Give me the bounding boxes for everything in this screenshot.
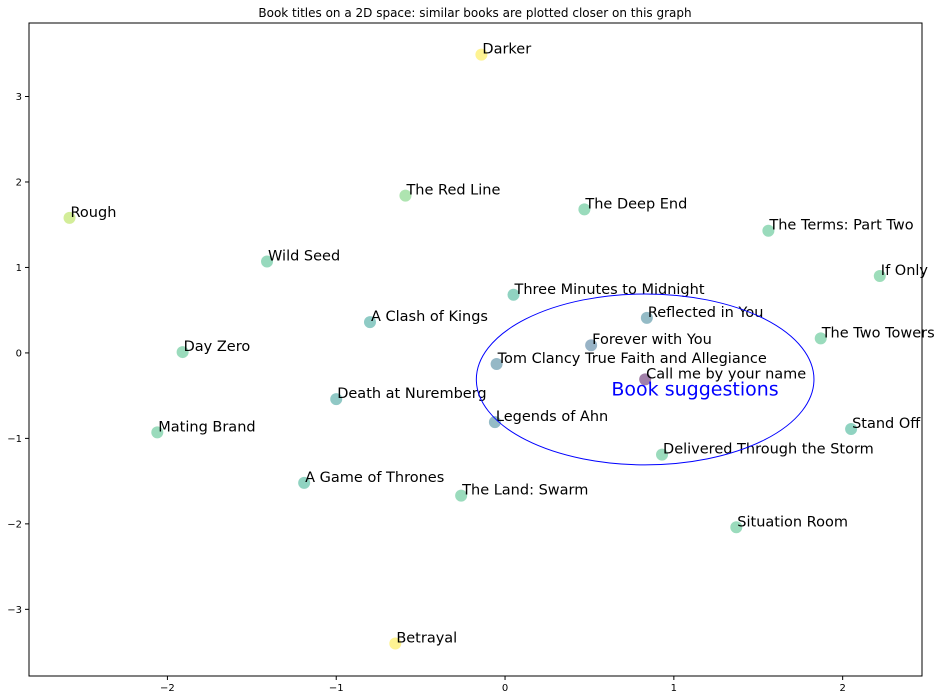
data-point bbox=[873, 269, 886, 282]
data-point bbox=[176, 346, 189, 359]
y-tick-label: 0 bbox=[16, 348, 22, 359]
data-point bbox=[814, 332, 827, 345]
point-label: Betrayal bbox=[396, 631, 457, 647]
point-label: The Deep End bbox=[584, 196, 687, 212]
chart-title: Book titles on a 2D space: similar books… bbox=[258, 6, 691, 20]
point-label: Situation Room bbox=[737, 514, 848, 530]
data-point bbox=[399, 189, 412, 202]
y-tick-label: −1 bbox=[7, 434, 22, 445]
axes: −2 −1 0 1 2 −3 −2 −1 0 1 2 3 bbox=[7, 92, 846, 694]
x-tick-label: 0 bbox=[502, 683, 508, 694]
data-points: Darker The Red Line Rough The Deep End The T… bbox=[63, 42, 935, 650]
point-label: Tom Clancy True Faith and Allegiance bbox=[497, 351, 767, 367]
data-point bbox=[585, 339, 598, 352]
point-label: Stand Off bbox=[852, 416, 921, 432]
data-point bbox=[488, 416, 501, 429]
point-label: Forever with You bbox=[592, 332, 712, 348]
data-point bbox=[455, 489, 468, 502]
data-point bbox=[490, 358, 503, 371]
data-point bbox=[656, 448, 669, 461]
point-label: If Only bbox=[881, 263, 929, 279]
suggestion-ellipse bbox=[475, 293, 815, 466]
data-point bbox=[389, 637, 402, 650]
y-tick-label: −3 bbox=[7, 605, 22, 616]
data-point bbox=[298, 476, 311, 489]
y-tick-label: −2 bbox=[7, 519, 22, 530]
y-tick-label: 3 bbox=[16, 92, 22, 103]
x-tick-label: 2 bbox=[839, 683, 845, 694]
data-point bbox=[151, 426, 164, 439]
point-label: Day Zero bbox=[184, 339, 251, 355]
point-label: Wild Seed bbox=[268, 248, 340, 264]
data-point bbox=[762, 224, 775, 237]
plot-frame bbox=[28, 22, 923, 677]
point-label: The Terms: Part Two bbox=[768, 218, 913, 234]
data-point bbox=[63, 211, 76, 224]
point-label: A Game of Thrones bbox=[305, 470, 444, 486]
point-label: Death at Nuremberg bbox=[337, 386, 486, 402]
data-point bbox=[639, 373, 652, 386]
x-tick-label: −1 bbox=[329, 683, 344, 694]
point-label: Rough bbox=[71, 205, 117, 221]
annotation-label: Book suggestions bbox=[611, 379, 778, 401]
data-point bbox=[507, 288, 520, 301]
data-point bbox=[475, 48, 488, 61]
point-label: Mating Brand bbox=[158, 419, 255, 435]
data-point bbox=[730, 521, 743, 534]
y-tick-label: 2 bbox=[16, 177, 22, 188]
point-label: Darker bbox=[482, 42, 531, 58]
x-tick-label: −2 bbox=[160, 683, 175, 694]
data-point bbox=[261, 255, 274, 268]
point-label: A Clash of Kings bbox=[371, 309, 488, 325]
point-label: Delivered Through the Storm bbox=[663, 442, 874, 458]
data-point bbox=[330, 393, 343, 406]
data-point bbox=[640, 311, 653, 324]
point-label: Call me by your name bbox=[646, 366, 806, 382]
y-tick-label: 1 bbox=[16, 263, 22, 274]
point-label: Reflected in You bbox=[648, 305, 764, 321]
data-point bbox=[845, 422, 858, 435]
point-label: The Red Line bbox=[405, 183, 500, 199]
data-point bbox=[363, 316, 376, 329]
x-tick-label: 1 bbox=[671, 683, 677, 694]
point-label: The Two Towers bbox=[821, 325, 935, 341]
point-label: Legends of Ahn bbox=[496, 409, 608, 425]
annotation: Book suggestions bbox=[475, 293, 815, 466]
data-point bbox=[578, 203, 591, 216]
point-label: The Land: Swarm bbox=[461, 483, 588, 499]
